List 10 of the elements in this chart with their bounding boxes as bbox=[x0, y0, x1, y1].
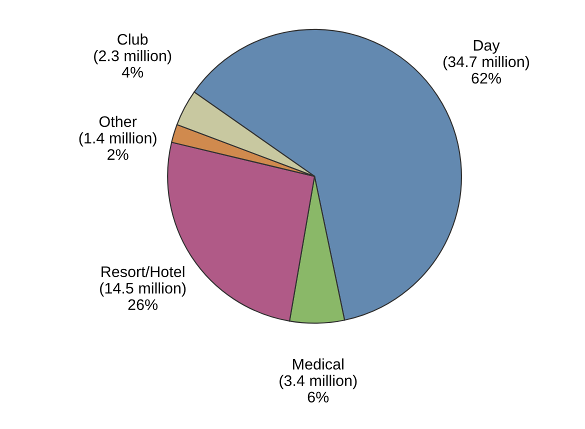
slice-label: Day bbox=[474, 40, 500, 54]
data-label: (34.7 million) 62% bbox=[443, 56, 530, 84]
slice-label: Club bbox=[118, 34, 148, 45]
data-label: (14.5 million) 26% bbox=[100, 282, 186, 310]
data-label: (1.4 million) 2% bbox=[79, 132, 156, 160]
data-label: (2.3 million) 4% bbox=[94, 50, 172, 78]
slice-label: Resort/Hotel bbox=[102, 266, 184, 278]
slice-label: Other bbox=[99, 116, 137, 128]
slice-label: Medical bbox=[293, 358, 344, 370]
data-label: (3.4 million) 6% bbox=[280, 374, 357, 403]
